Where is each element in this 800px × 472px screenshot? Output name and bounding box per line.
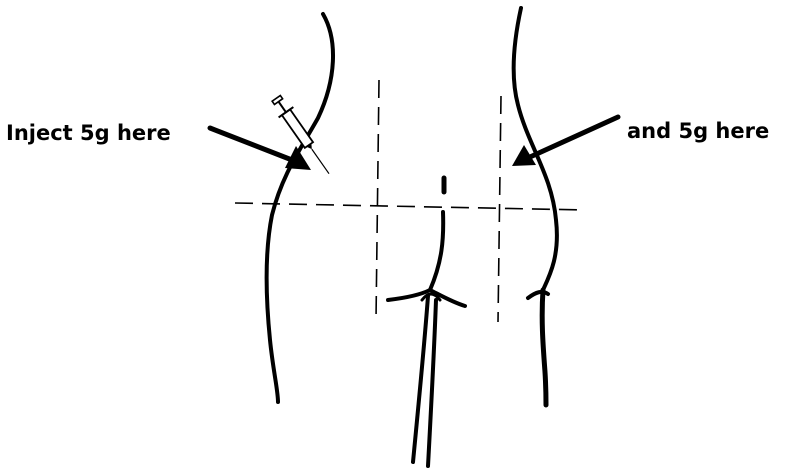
left-vertical-guide-line (375, 79, 380, 321)
syringe-plunger-cap (271, 94, 284, 106)
right-thigh-notch (526, 289, 550, 300)
right-arrow-shaft (527, 114, 621, 160)
left-gluteal-fold (386, 288, 432, 302)
left-arrow-head (285, 146, 311, 170)
body-outline (264, 6, 559, 468)
right-gluteal-fold (428, 288, 467, 308)
right-arrow (512, 114, 621, 166)
syringe-icon (271, 94, 330, 175)
left-arrow (207, 125, 311, 170)
right-injection-label: and 5g here (627, 119, 770, 143)
gluteal-cleft (428, 210, 446, 292)
left-arrow-shaft (207, 125, 295, 163)
syringe-flange (278, 106, 294, 119)
inner-thigh-line-right (426, 298, 438, 468)
inner-thigh-line-left (411, 294, 430, 464)
syringe-barrel (280, 108, 315, 150)
syringe-plunger (277, 101, 287, 113)
right-thigh-line (539, 287, 549, 408)
crotch-junction (420, 292, 442, 302)
right-arrow-head (512, 145, 536, 166)
syringe-needle (311, 148, 330, 175)
right-vertical-guide-line (497, 95, 502, 323)
horizontal-guide-line (234, 202, 586, 211)
syringe-hub (306, 143, 312, 150)
left-flank-line (264, 12, 336, 404)
left-injection-label: Inject 5g here (6, 121, 171, 145)
quadrant-guide-lines (234, 79, 586, 323)
